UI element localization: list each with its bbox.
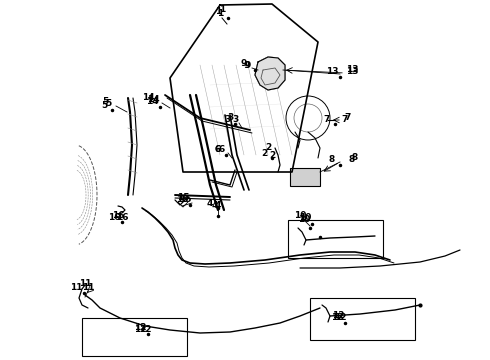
Text: 10: 10 [298, 215, 310, 224]
Text: 14: 14 [147, 95, 159, 104]
Text: 13: 13 [346, 66, 358, 75]
Text: 14: 14 [146, 98, 158, 107]
Text: 8: 8 [352, 153, 358, 162]
Text: 12: 12 [332, 311, 344, 320]
Text: 11: 11 [82, 283, 94, 292]
Text: 16: 16 [112, 211, 124, 220]
Text: 1: 1 [217, 9, 223, 18]
Text: 7: 7 [345, 113, 351, 122]
Text: 12: 12 [139, 325, 151, 334]
Text: 8: 8 [329, 156, 335, 165]
Polygon shape [255, 57, 285, 90]
Text: 5: 5 [102, 98, 108, 107]
Text: 13: 13 [346, 68, 358, 77]
Text: 2: 2 [265, 144, 271, 153]
Text: 4: 4 [215, 201, 221, 210]
Text: 7: 7 [342, 116, 348, 125]
Text: 15: 15 [176, 195, 188, 204]
Text: 8: 8 [349, 156, 355, 165]
Text: 6: 6 [215, 145, 221, 154]
Bar [288, 220, 383, 258]
Text: 6: 6 [219, 145, 225, 154]
Text: 3: 3 [224, 114, 230, 123]
Text: 12: 12 [334, 314, 346, 323]
Text: 4: 4 [212, 201, 218, 210]
Text: 4: 4 [207, 198, 213, 207]
Bar [290, 168, 320, 186]
Text: 12: 12 [134, 324, 146, 333]
Text: 13: 13 [326, 68, 338, 77]
Bar [82, 318, 187, 356]
Text: 15: 15 [179, 195, 191, 204]
Text: 3: 3 [227, 113, 233, 122]
Text: 9: 9 [244, 60, 250, 69]
Text: 5: 5 [105, 99, 111, 108]
Text: 10: 10 [299, 212, 311, 221]
Text: 2: 2 [261, 148, 267, 158]
Text: 9: 9 [245, 60, 251, 69]
Text: 1: 1 [219, 5, 225, 14]
Text: 9: 9 [241, 58, 247, 68]
Bar [310, 298, 415, 340]
Text: 16: 16 [108, 212, 120, 221]
Text: 3: 3 [232, 116, 238, 125]
Text: 1: 1 [215, 8, 221, 17]
Text: 10: 10 [294, 211, 306, 220]
Text: 16: 16 [116, 213, 128, 222]
Text: 5: 5 [101, 100, 107, 109]
Text: 2: 2 [269, 150, 275, 159]
Text: 6: 6 [215, 145, 221, 154]
Text: 11: 11 [70, 284, 82, 292]
Text: 14: 14 [142, 94, 154, 103]
Text: 15: 15 [177, 194, 189, 202]
Text: 12: 12 [134, 324, 146, 333]
Text: 7: 7 [324, 114, 330, 123]
Text: 12: 12 [331, 314, 343, 323]
Text: 11: 11 [79, 279, 91, 288]
